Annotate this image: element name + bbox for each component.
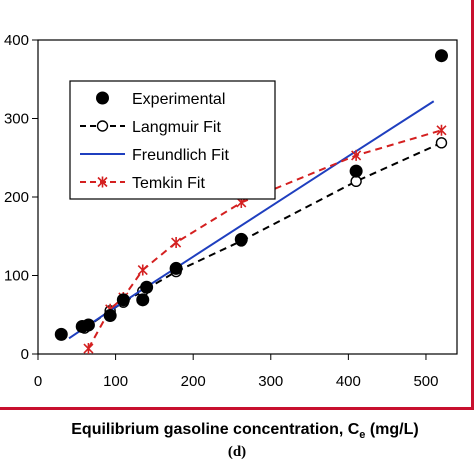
experimental-point <box>54 327 68 341</box>
experimental-point <box>136 293 150 307</box>
x-tick-label: 100 <box>103 373 128 390</box>
legend-swatch-langmuir-marker <box>96 120 109 132</box>
temkin-point <box>351 149 362 161</box>
langmuir-point <box>350 175 362 188</box>
y-tick-label: 400 <box>4 32 29 49</box>
legend: Experimental Langmuir Fit Freundlich Fit Te… <box>69 80 276 200</box>
legend-label: Langmuir Fit <box>132 119 221 136</box>
series-layer <box>54 49 448 355</box>
x-tick-label: 300 <box>258 373 283 390</box>
y-tick-label: 0 <box>21 346 29 363</box>
y-tick-label: 200 <box>4 189 29 206</box>
temkin-point <box>436 124 447 136</box>
legend-label: Experimental <box>132 91 225 108</box>
experimental-point <box>103 309 117 323</box>
series-experimental <box>54 49 448 341</box>
x-tick-label: 200 <box>181 373 206 390</box>
y-tick-label: 100 <box>4 268 29 285</box>
langmuir-point <box>435 137 448 149</box>
figure-frame <box>0 0 474 410</box>
temkin-point <box>137 264 148 276</box>
temkin-point <box>171 237 182 249</box>
legend-entry: Temkin Fit <box>80 175 205 192</box>
figure-caption: (d) <box>227 444 247 460</box>
experimental-point <box>434 49 448 63</box>
experimental-point <box>140 280 154 294</box>
experimental-point <box>81 318 95 332</box>
x-axis-label: Equilibrium gasoline concentration, Ce (… <box>71 421 418 440</box>
experimental-point <box>116 293 130 307</box>
legend-label: Freundlich Fit <box>132 147 229 164</box>
legend-entry: Langmuir Fit <box>80 119 221 136</box>
isotherm-chart: 0 100 200 300 400 500 0 100 200 300 400 Experiment… <box>4 32 458 440</box>
experimental-point <box>234 232 248 246</box>
legend-swatch-experimental <box>96 91 109 105</box>
temkin-point <box>83 343 94 355</box>
legend-entry: Experimental <box>96 91 225 108</box>
experimental-point <box>169 261 183 275</box>
x-tick-label: 500 <box>413 373 438 390</box>
experimental-point <box>349 164 363 178</box>
legend-entry: Freundlich Fit <box>80 147 229 164</box>
x-tick-label: 400 <box>336 373 361 390</box>
axes: 0 100 200 300 400 500 0 100 200 300 400 <box>4 32 458 390</box>
legend-label: Temkin Fit <box>132 175 205 192</box>
y-tick-label: 300 <box>4 111 29 128</box>
legend-swatch-temkin-marker <box>97 176 108 188</box>
x-tick-label: 0 <box>34 373 42 390</box>
